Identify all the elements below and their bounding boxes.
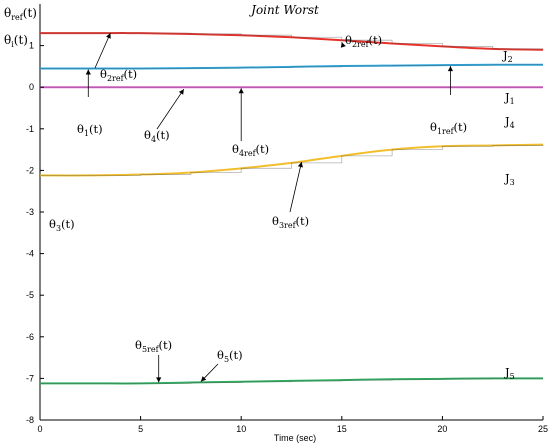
y-tick-label: -8 (26, 415, 34, 425)
y-tick-label: -7 (26, 373, 34, 383)
x-tick-label: 0 (37, 424, 42, 434)
label-theta-3ref: θ3ref(t) (272, 214, 309, 230)
y-tick-label: -2 (26, 165, 34, 175)
label-theta-3: θ3(t) (49, 217, 75, 233)
series-ref-line-j3 (40, 144, 544, 176)
x-tick-label: 5 (138, 424, 143, 434)
y-tick-label: 0 (29, 82, 34, 92)
theta-1-arrow-head (85, 69, 91, 75)
label-theta-2ref-right: θ2ref(t) (345, 33, 382, 49)
theta-5ref-arrow-head (156, 377, 162, 383)
label-theta-1: θ1(t) (77, 122, 103, 138)
chart-title: Joint Worst (248, 3, 319, 17)
label-theta-5: θ5(t) (217, 348, 243, 364)
label-theta-4ref: θ4ref(t) (232, 142, 269, 158)
label-theta-4: θ4(t) (144, 128, 170, 144)
y-tick-label: -6 (26, 332, 34, 342)
theta-4-arrow-line (156, 88, 185, 130)
y-tick-label: -4 (26, 249, 34, 259)
theta-2ref-left-arrow-line (94, 32, 111, 69)
series-line-j2 (40, 32, 544, 51)
y-tick-label: -5 (26, 290, 34, 300)
theta-4ref-arrow-head (238, 88, 244, 94)
series-line-j1 (40, 63, 544, 70)
theta-1ref-arrow-head (447, 66, 454, 72)
legend-label-j5: J5 (504, 365, 515, 381)
series-ref-line-j5 (40, 378, 543, 384)
series-line-j5 (40, 377, 544, 385)
y-tick-label: -3 (26, 207, 34, 217)
y-tick-label: -1 (26, 124, 34, 134)
y-axis-label-ref: θref(t) (4, 6, 37, 22)
theta-4-arrow-head (178, 89, 184, 95)
y-tick-label: 1 (29, 41, 34, 51)
legend-label-j4: J4 (504, 114, 515, 130)
x-tick-label: 15 (337, 424, 347, 434)
y-axis-label-theta-i: θi(t) (4, 33, 28, 49)
x-axis-title: Time (sec) (274, 433, 316, 443)
legend-label-j1: J1 (504, 90, 515, 106)
x-tick-label: 10 (236, 424, 246, 434)
x-tick-label: 25 (538, 424, 548, 434)
label-theta-1ref: θ1ref(t) (430, 120, 467, 136)
theta-3ref-arrow-line (289, 161, 302, 213)
x-tick-label: 20 (437, 424, 447, 434)
annotations-layer (85, 32, 454, 383)
series-layer (39, 32, 544, 385)
series-line-j3 (39, 143, 544, 177)
label-theta-5ref: θ5ref(t) (135, 338, 172, 354)
theta-2ref-left-arrow-head (106, 33, 111, 39)
series-ref-line-j2 (40, 32, 544, 50)
legend-label-j2: J2 (502, 48, 513, 64)
series-ref-line-j1 (40, 64, 543, 69)
legend-label-j3: J3 (504, 171, 515, 187)
theta-5-arrow-head (200, 376, 207, 382)
theta-3ref-arrow-head (297, 162, 303, 168)
theta-2ref-right-arrow-head (340, 42, 346, 48)
